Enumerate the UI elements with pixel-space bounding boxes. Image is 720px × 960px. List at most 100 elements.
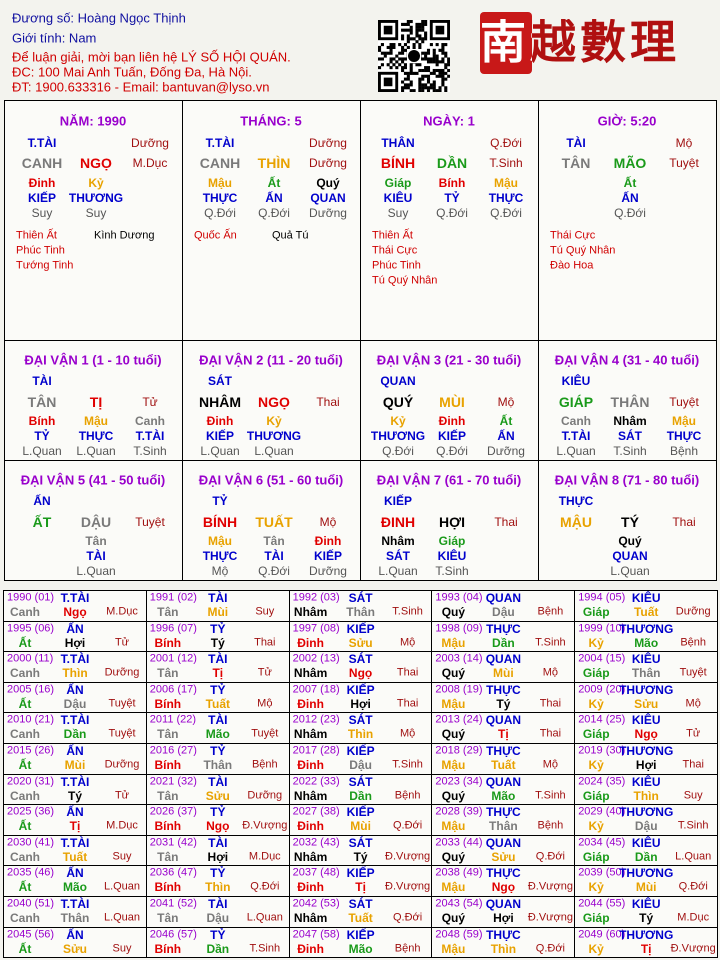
annual-branch: Thìn — [490, 941, 517, 956]
annual-god: KIẾP — [346, 927, 375, 942]
hidden-stage: Dưỡng — [487, 444, 525, 458]
annual-year: 2034 (45) — [578, 836, 626, 849]
annual-stage: T.Sinh — [535, 636, 566, 649]
annual-stem: Đinh — [297, 819, 324, 834]
annual-stem: Tân — [157, 849, 179, 864]
qr-module — [421, 25, 425, 29]
qr-module — [415, 63, 419, 67]
annual-branch: Tị — [498, 727, 509, 742]
hidden-stem: Giáp — [438, 534, 466, 548]
dai-van-branch: MÙI — [439, 394, 465, 410]
annual-god: KIẾP — [346, 682, 375, 697]
annual-stem: Quý — [441, 605, 466, 619]
annual-branch: Hợi — [635, 758, 657, 772]
annual-year: 2033 (44) — [435, 836, 483, 849]
annual-stage: Đ.Vượng — [385, 850, 431, 863]
annual-year: 2038 (49) — [435, 866, 483, 879]
qr-module — [403, 86, 407, 90]
annual-stem: Tân — [157, 727, 179, 742]
annual-stem: Mậu — [441, 635, 466, 650]
hidden-god: THỰC — [78, 429, 114, 443]
annual-stem: Nhâm — [293, 911, 328, 925]
qr-module — [447, 68, 450, 73]
hidden-god: KIẾP — [27, 191, 57, 205]
qr-module — [424, 54, 428, 58]
qr-module — [421, 83, 425, 87]
annual-stem: Giáp — [582, 911, 610, 925]
star-good: Thái Cực — [550, 229, 596, 242]
annual-year: 2049 (60) — [578, 928, 626, 941]
annual-cell — [145, 896, 290, 928]
annual-god: TỶ — [210, 927, 226, 942]
qr-module — [415, 40, 419, 44]
hidden-stem: Ất — [499, 414, 513, 428]
annual-stage: Q.Đới — [392, 819, 423, 832]
hidden-god: QUAN — [310, 191, 346, 205]
annual-branch: Mão — [205, 727, 230, 742]
annual-year: 2014 (25) — [578, 713, 626, 726]
annual-god: SÁT — [348, 897, 373, 911]
hidden-stage: Dưỡng — [309, 206, 347, 220]
hidden-god: ẤN — [621, 191, 639, 205]
annual-stage: Q.Đới — [535, 850, 565, 863]
hidden-stage: Suy — [387, 206, 409, 220]
annual-year: 2042 (53) — [292, 897, 340, 910]
qr-module — [406, 20, 410, 24]
annual-stem: Canh — [10, 911, 40, 925]
annual-stage: M.Dục — [677, 911, 710, 924]
annual-branch: Mão — [491, 788, 516, 803]
qr-module — [447, 60, 450, 64]
annual-stem: Quý — [441, 849, 466, 864]
annual-stem: Bính — [154, 819, 182, 834]
star-good: Tú Quý Nhân — [372, 274, 438, 287]
pillar-stage: Dưỡng — [309, 136, 347, 150]
hidden-god: TÀI — [86, 549, 106, 563]
dai-van-stem: BÍNH — [202, 514, 238, 530]
annual-year: 1995 (06) — [7, 622, 55, 635]
annual-stage: T.Sinh — [677, 819, 709, 832]
annual-god: KIẾP — [346, 866, 375, 881]
hidden-stage: L.Quan — [610, 564, 650, 578]
pillar-branch: MÃO — [613, 155, 647, 171]
pillar-stage: Q.Đới — [490, 136, 522, 150]
annual-branch: Dần — [206, 941, 230, 956]
qr-module — [415, 28, 419, 32]
annual-stage: T.Sinh — [535, 789, 566, 802]
annual-branch: Tị — [355, 880, 366, 895]
qr-module — [403, 48, 407, 52]
annual-god: QUAN — [485, 774, 522, 789]
hidden-stage: Q.Đới — [490, 206, 522, 220]
qr-module — [412, 71, 416, 75]
annual-stage: Tuyệt — [108, 697, 136, 710]
annual-year: 2013 (24) — [435, 713, 483, 726]
annual-stem: Canh — [10, 849, 40, 864]
annual-god: TÀI — [208, 897, 228, 911]
qr-module — [401, 45, 405, 49]
annual-god: THỰC — [486, 866, 521, 881]
annual-branch: Tuất — [348, 911, 373, 925]
annual-year: 2040 (51) — [7, 897, 55, 910]
qr-module — [432, 68, 436, 73]
qr-module — [398, 57, 402, 61]
hidden-stem: Kỷ — [266, 414, 282, 428]
qr-module — [426, 80, 431, 84]
qr-module — [444, 51, 448, 55]
annual-stage: Suy — [112, 850, 132, 863]
annual-year: 2046 (57) — [149, 928, 197, 941]
qr-module — [386, 45, 390, 49]
qr-module — [441, 83, 445, 87]
star-good: Đào Hoa — [550, 259, 594, 272]
star-good: Thiên Ất — [372, 229, 413, 242]
qr-module — [421, 28, 425, 32]
annual-branch: Hợi — [493, 911, 514, 925]
qr-module — [432, 48, 436, 52]
qr-module — [426, 60, 431, 64]
qr-module — [418, 28, 422, 32]
annual-stem: Giáp — [582, 788, 610, 803]
qr-module — [409, 25, 413, 29]
annual-god: QUAN — [485, 713, 522, 728]
pillar-branch: DẦN — [436, 155, 468, 171]
qr-module — [401, 48, 405, 52]
hidden-stem: Nhâm — [381, 534, 415, 548]
